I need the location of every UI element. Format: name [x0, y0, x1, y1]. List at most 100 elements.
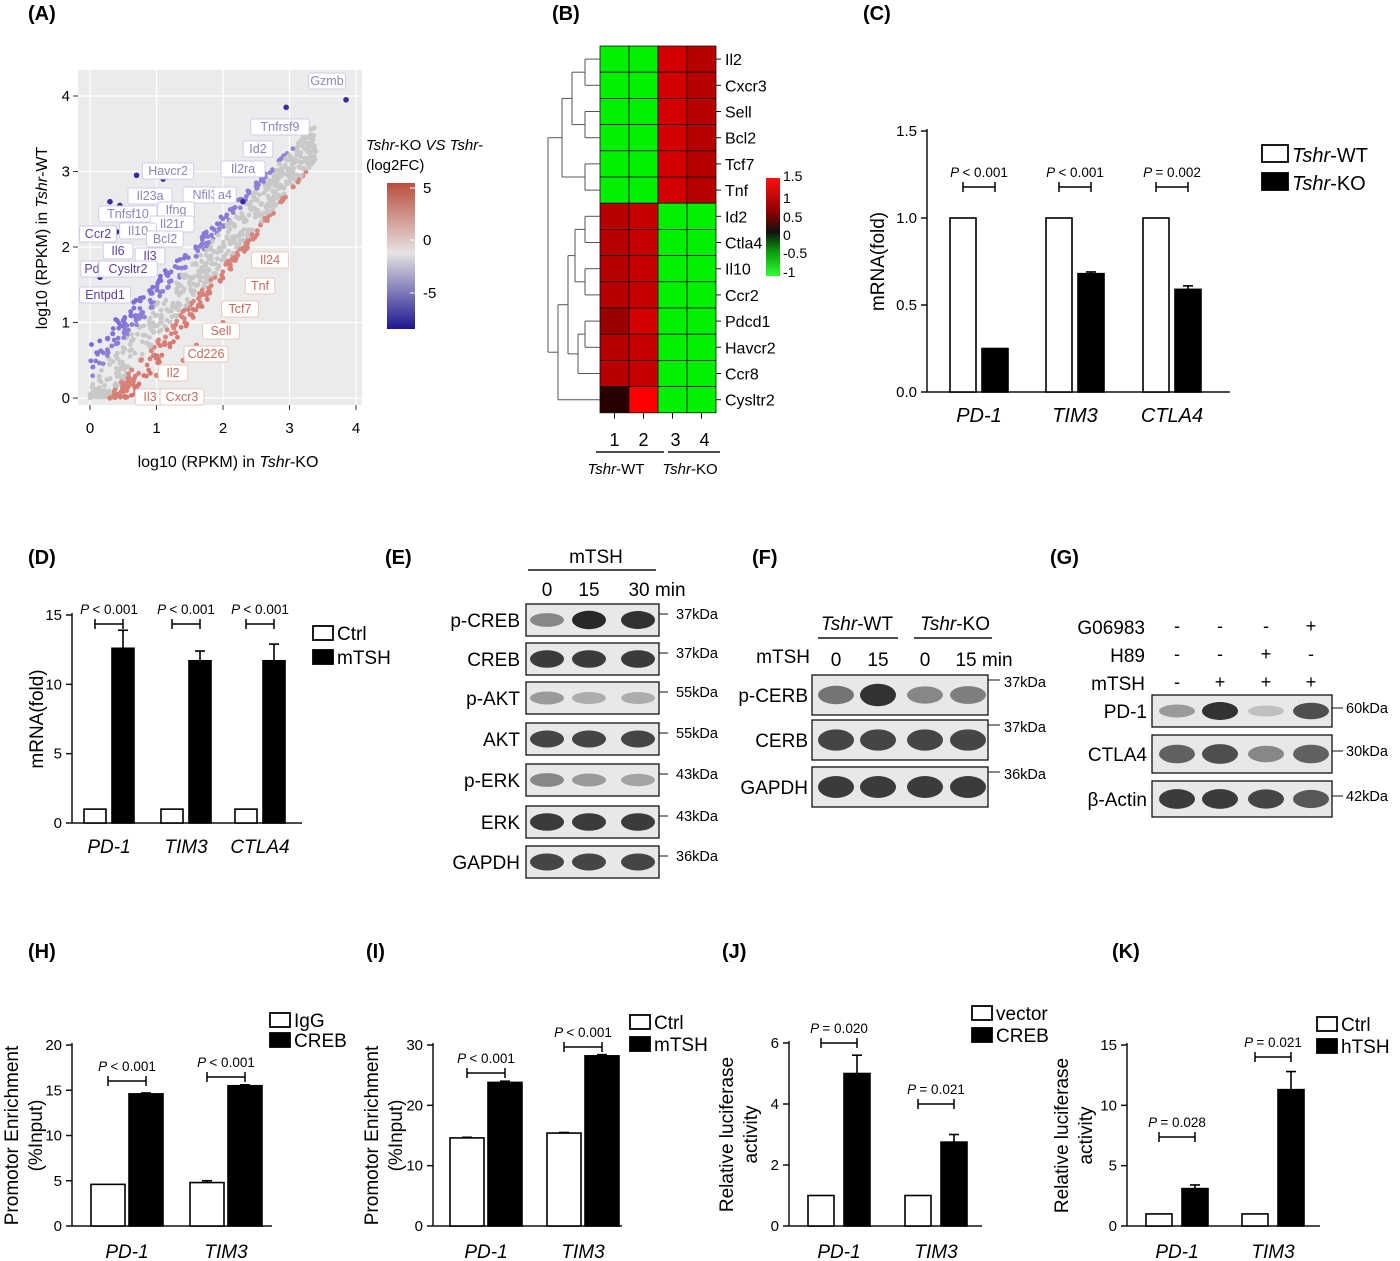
data-point: [110, 359, 116, 365]
data-point: [216, 226, 222, 231]
data-point: [240, 214, 246, 220]
blot-band: [818, 776, 854, 798]
data-point: [150, 310, 156, 316]
data-point: [213, 261, 219, 267]
data-point: [148, 300, 154, 305]
gene-label: Ccr2: [85, 227, 111, 241]
gene-label-box: [157, 364, 189, 382]
blot-band: [530, 613, 564, 627]
data-point: [208, 253, 214, 259]
panel-label-F: (F): [752, 547, 778, 569]
data-point: [255, 210, 261, 216]
category-label: TIM3: [164, 837, 208, 858]
data-point: [219, 244, 225, 250]
row-label: Ccr8: [725, 367, 759, 384]
bar-mtsh: [584, 1055, 620, 1227]
western-blot-panels: mTSH 0 15 30 min p-CREB 37kDa CREB 37kDa p-AKT 55…: [450, 547, 1389, 879]
data-point: [250, 236, 256, 242]
colorbar: [387, 183, 415, 329]
data-point: [179, 265, 184, 271]
y-tick-label: 15: [1100, 1037, 1117, 1054]
bar-chart-k: 0 5 10 15 Relative luciferase activity PD-1 P =…: [1052, 1015, 1390, 1261]
blot-f: Tshr-WT Tshr-KO mTSH 0 15 0 15 min p-CERB 37kDa C…: [738, 614, 1047, 808]
data-point: [163, 334, 168, 340]
data-point: [182, 265, 188, 271]
data-point: [137, 298, 143, 304]
p-value-label: P = 0.020: [810, 1021, 868, 1036]
bar-vector: [904, 1194, 932, 1227]
data-point: [259, 201, 265, 206]
data-point: [244, 232, 250, 237]
category-label: TIM3: [1251, 1242, 1295, 1261]
legend-label: mTSH: [654, 1035, 708, 1056]
gene-label: Havcr2: [148, 164, 188, 178]
legend-swatch: [269, 1032, 291, 1048]
treatment-sign: +: [1306, 672, 1317, 692]
treatment-sign: -: [1308, 644, 1314, 664]
y-tick-label: 0: [54, 815, 62, 832]
heatmap-cell: [657, 45, 688, 73]
data-point: [179, 314, 185, 320]
data-point: [181, 308, 187, 313]
gene-label: Pd: [84, 262, 99, 276]
data-point: [133, 317, 139, 323]
blot-band: [530, 813, 564, 831]
data-point: [159, 320, 165, 326]
bar-chart-j: 0 2 4 6 Relative luciferase activity PD-1 P = 0…: [717, 1004, 1049, 1261]
data-point: [263, 184, 269, 190]
heatmap-cell: [686, 281, 717, 309]
data-point: [95, 351, 101, 357]
panel-label-G: (G): [1050, 547, 1079, 569]
data-point: [146, 334, 152, 340]
y-axis-label: Relative luciferase: [717, 1057, 738, 1212]
data-point: [153, 355, 159, 361]
data-point: [221, 253, 227, 259]
data-point: [220, 269, 226, 275]
molecular-weight-label: 60kDa: [1346, 701, 1389, 717]
gene-label-box: [242, 140, 274, 158]
y-tick-label: 5: [1109, 1158, 1117, 1175]
treatment-sign: +: [1306, 616, 1317, 636]
y-tick-label: 20: [406, 1097, 423, 1114]
category-label: TIM3: [1052, 405, 1098, 427]
data-point: [250, 227, 255, 233]
blot-band: [621, 773, 655, 787]
highlight-point: [107, 395, 113, 401]
data-point: [267, 170, 273, 176]
band-label: β-Actin: [1088, 790, 1148, 811]
data-point: [301, 166, 307, 171]
data-point: [150, 304, 155, 310]
heatmap-cell: [686, 228, 717, 256]
band-label: p-AKT: [466, 689, 520, 710]
p-value-label: P = 0.028: [1148, 1115, 1206, 1130]
blot-band: [572, 853, 606, 871]
blot-band: [1202, 744, 1238, 764]
y-tick-label: 0.0: [896, 384, 917, 401]
bar-tshr-ko: [1077, 272, 1105, 393]
data-point: [205, 234, 211, 239]
data-point: [150, 328, 155, 334]
data-point: [246, 227, 251, 233]
heatmap-cell: [628, 255, 659, 283]
blot-band: [1202, 789, 1238, 809]
column-label: 4: [699, 430, 709, 450]
data-point: [199, 287, 205, 293]
legend-label: hTSH: [1341, 1037, 1390, 1058]
row-label: Il10: [725, 262, 751, 279]
data-point: [262, 215, 268, 221]
blot-band: [907, 686, 943, 704]
blot-e: mTSH 0 15 30 min p-CREB 37kDa CREB 37kDa p-AKT 55…: [450, 547, 719, 879]
y-tick-label: 10: [406, 1158, 423, 1175]
data-point: [168, 269, 174, 275]
data-point: [250, 194, 256, 200]
legend-label: Ctrl: [654, 1013, 684, 1034]
heatmap-cell: [686, 176, 717, 204]
data-point: [93, 392, 99, 398]
heatmap-cell: [686, 386, 717, 414]
data-point: [311, 132, 316, 138]
blot-band: [1293, 789, 1329, 809]
heatmap-cell: [657, 281, 688, 309]
heatmap-cell: [686, 255, 717, 283]
category-label: PD-1: [87, 837, 130, 858]
data-point: [174, 306, 179, 311]
